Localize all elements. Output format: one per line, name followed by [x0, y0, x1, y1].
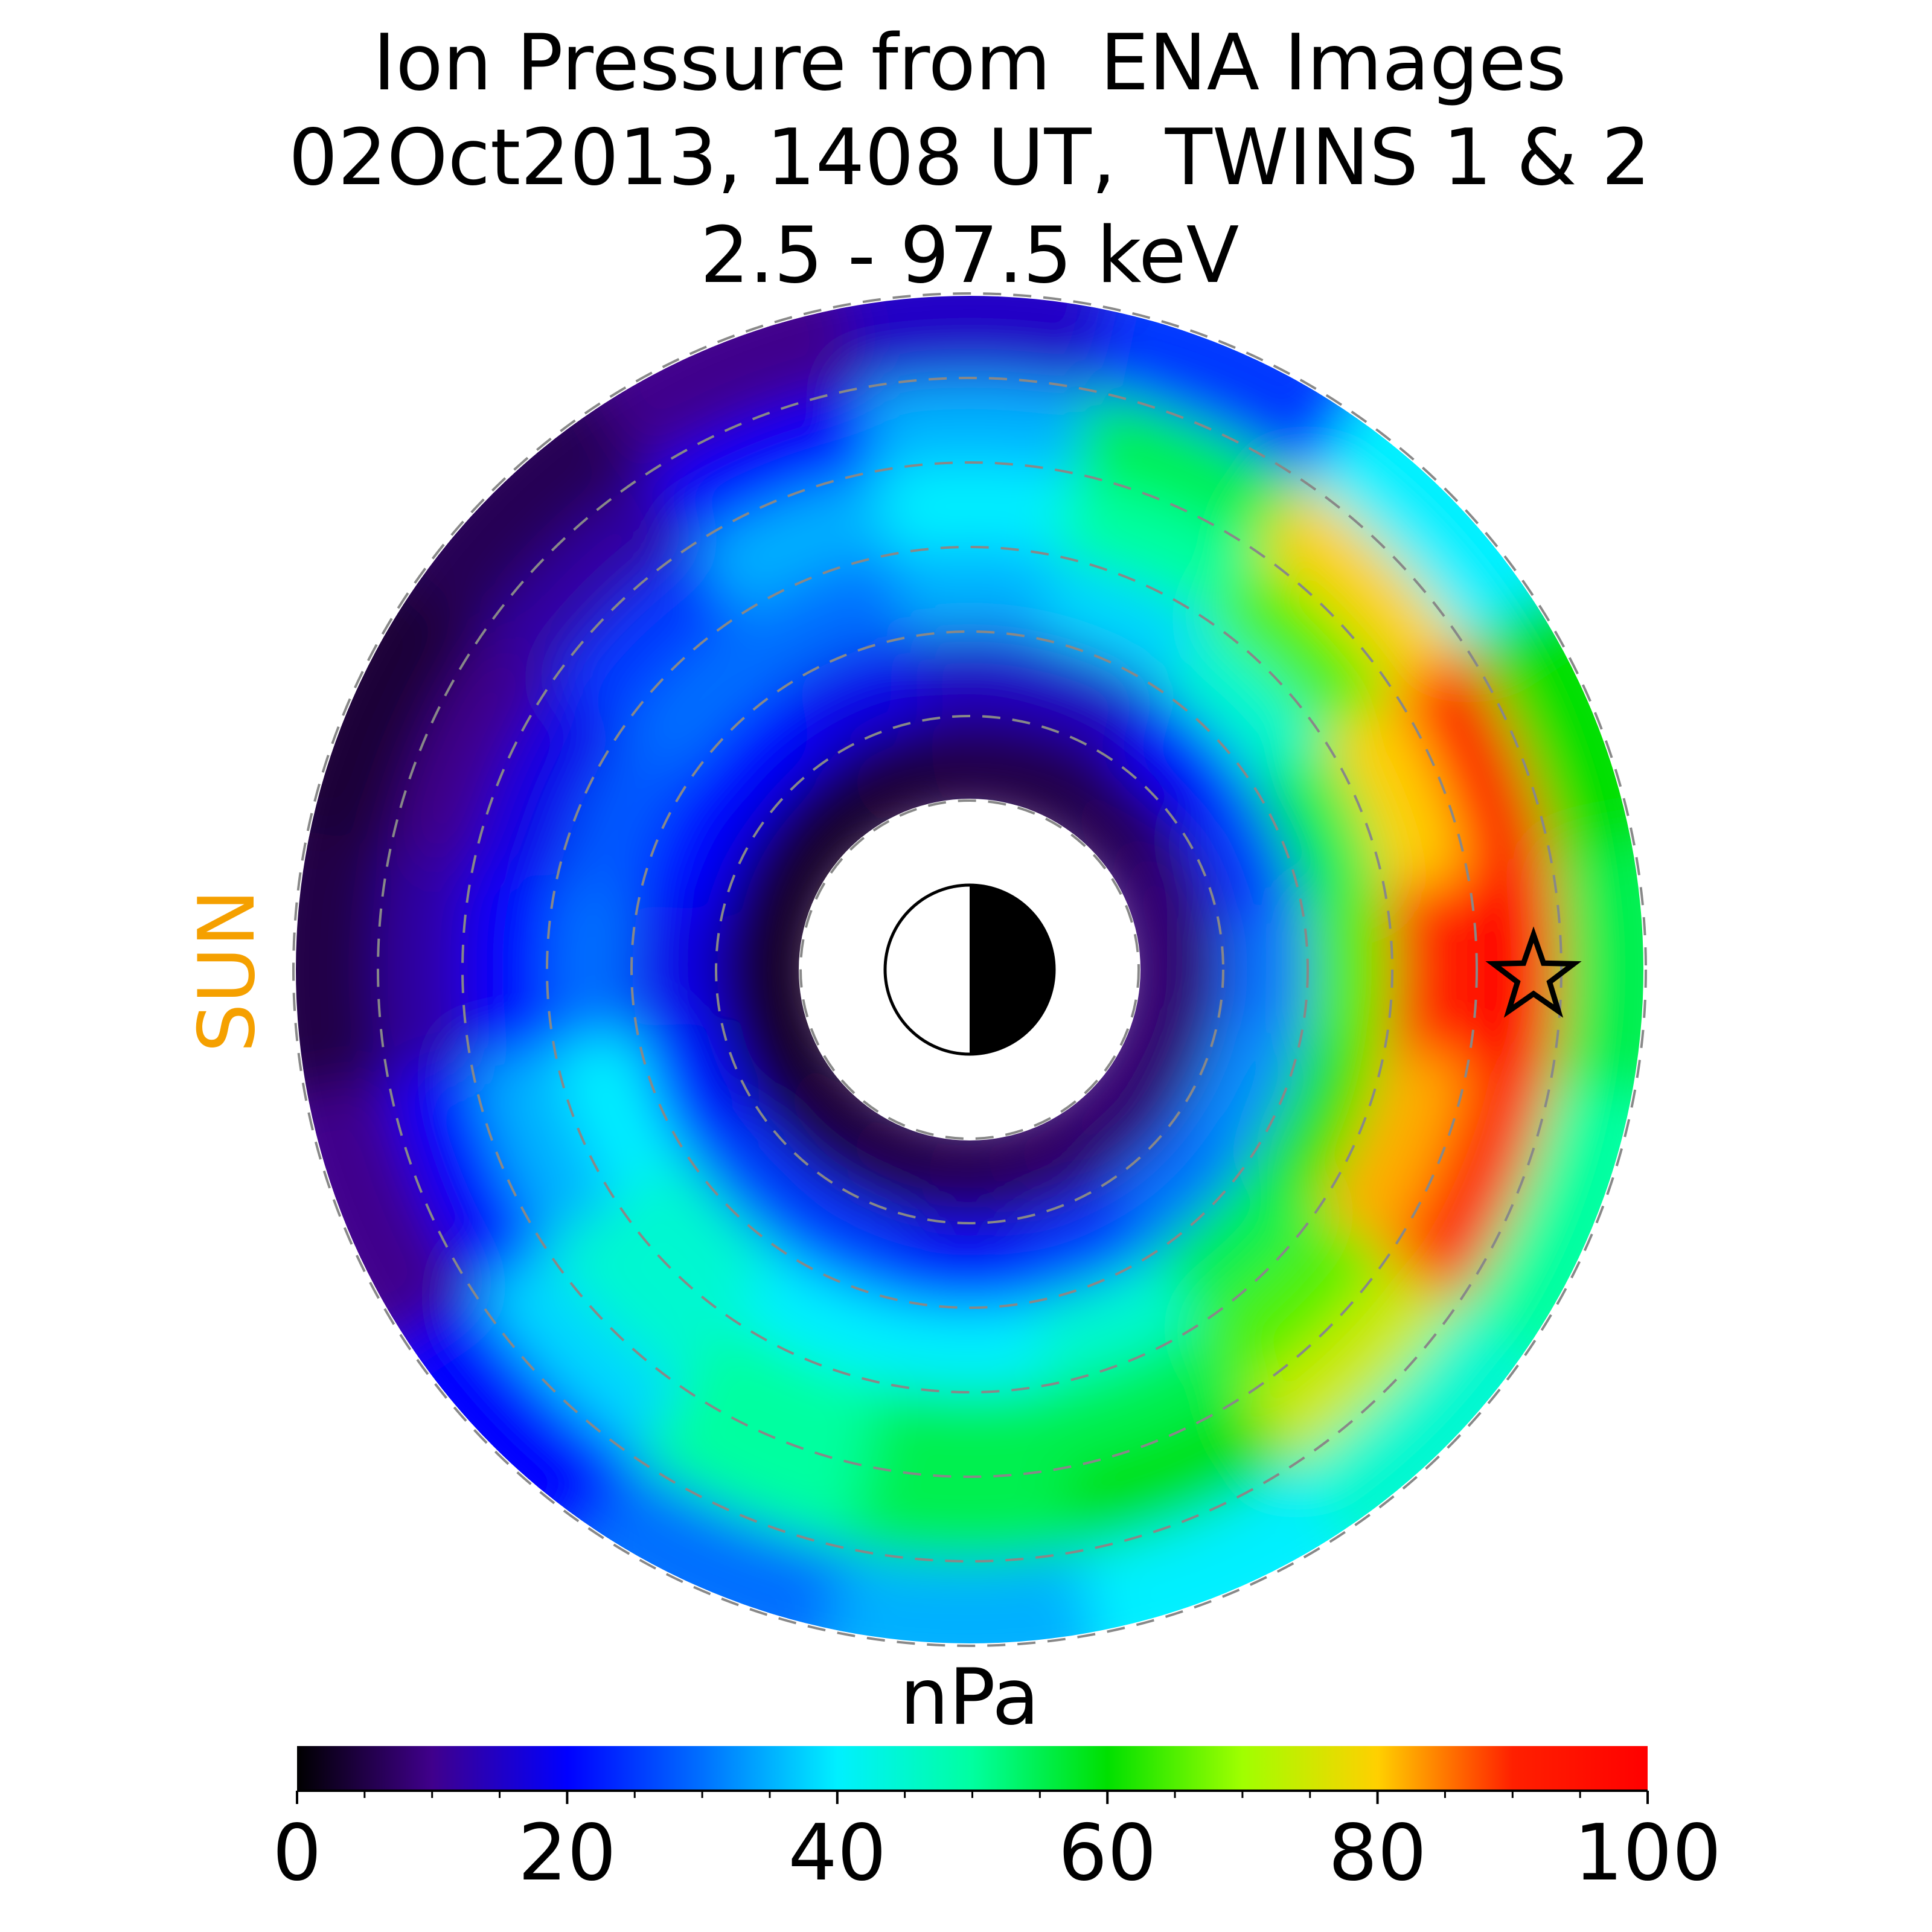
colorbar — [297, 1746, 1648, 1791]
heat-cell — [546, 882, 640, 1057]
colorbar-tick-label: 40 — [788, 1808, 886, 1898]
colorbar-label: nPa — [900, 1652, 1040, 1742]
colorbar-tick-label: 80 — [1328, 1808, 1427, 1898]
distance-rings — [292, 292, 1647, 1647]
earth — [883, 883, 1056, 1056]
distance-ring — [292, 292, 1647, 1647]
colorbar-tick-label: 20 — [518, 1808, 616, 1898]
heat-cell — [848, 1465, 1092, 1562]
distance-ring — [377, 377, 1563, 1563]
heat-cell — [820, 1548, 1119, 1643]
heat-cell — [900, 631, 1040, 723]
distance-ring — [799, 799, 1140, 1140]
heat-cell — [882, 546, 1057, 640]
colorbar-tick-label: 100 — [1574, 1808, 1721, 1898]
title-line: Ion Pressure from ENA Images — [373, 18, 1567, 108]
heat-cell — [848, 377, 1092, 474]
distance-ring — [630, 630, 1309, 1309]
heat-cell — [715, 916, 829, 1023]
distance-ring — [715, 715, 1224, 1224]
sun-label: SUN — [182, 889, 272, 1053]
heat-cell — [1299, 882, 1393, 1057]
heat-cell — [900, 1217, 1040, 1308]
distance-ring — [461, 461, 1478, 1478]
colorbar-tick-label: 60 — [1058, 1808, 1157, 1898]
heat-cell — [882, 1299, 1057, 1393]
heat-cell — [296, 820, 391, 1119]
heat-cell — [1465, 848, 1562, 1092]
title-line: 02Oct2013, 1408 UT, TWINS 1 & 2 — [289, 113, 1651, 203]
heat-cell — [462, 865, 557, 1075]
earth-night — [970, 885, 1054, 1054]
satellite-marker — [1485, 926, 1582, 1018]
heat-cell — [865, 462, 1075, 557]
heatmap-clip — [296, 296, 1643, 1643]
title-line: 2.5 - 97.5 keV — [700, 211, 1239, 301]
heat-cell — [631, 900, 723, 1040]
heat-cell — [377, 848, 474, 1092]
colorbar-tick-label: 0 — [272, 1808, 321, 1898]
heat-cell — [865, 1382, 1075, 1477]
heat-cell — [916, 1110, 1023, 1224]
heat-cell — [1382, 865, 1477, 1075]
heat-cell — [1217, 900, 1308, 1040]
distance-ring — [546, 546, 1393, 1393]
heatmap — [296, 296, 1643, 1643]
heat-cell — [1110, 916, 1224, 1023]
heat-cell — [916, 715, 1023, 829]
